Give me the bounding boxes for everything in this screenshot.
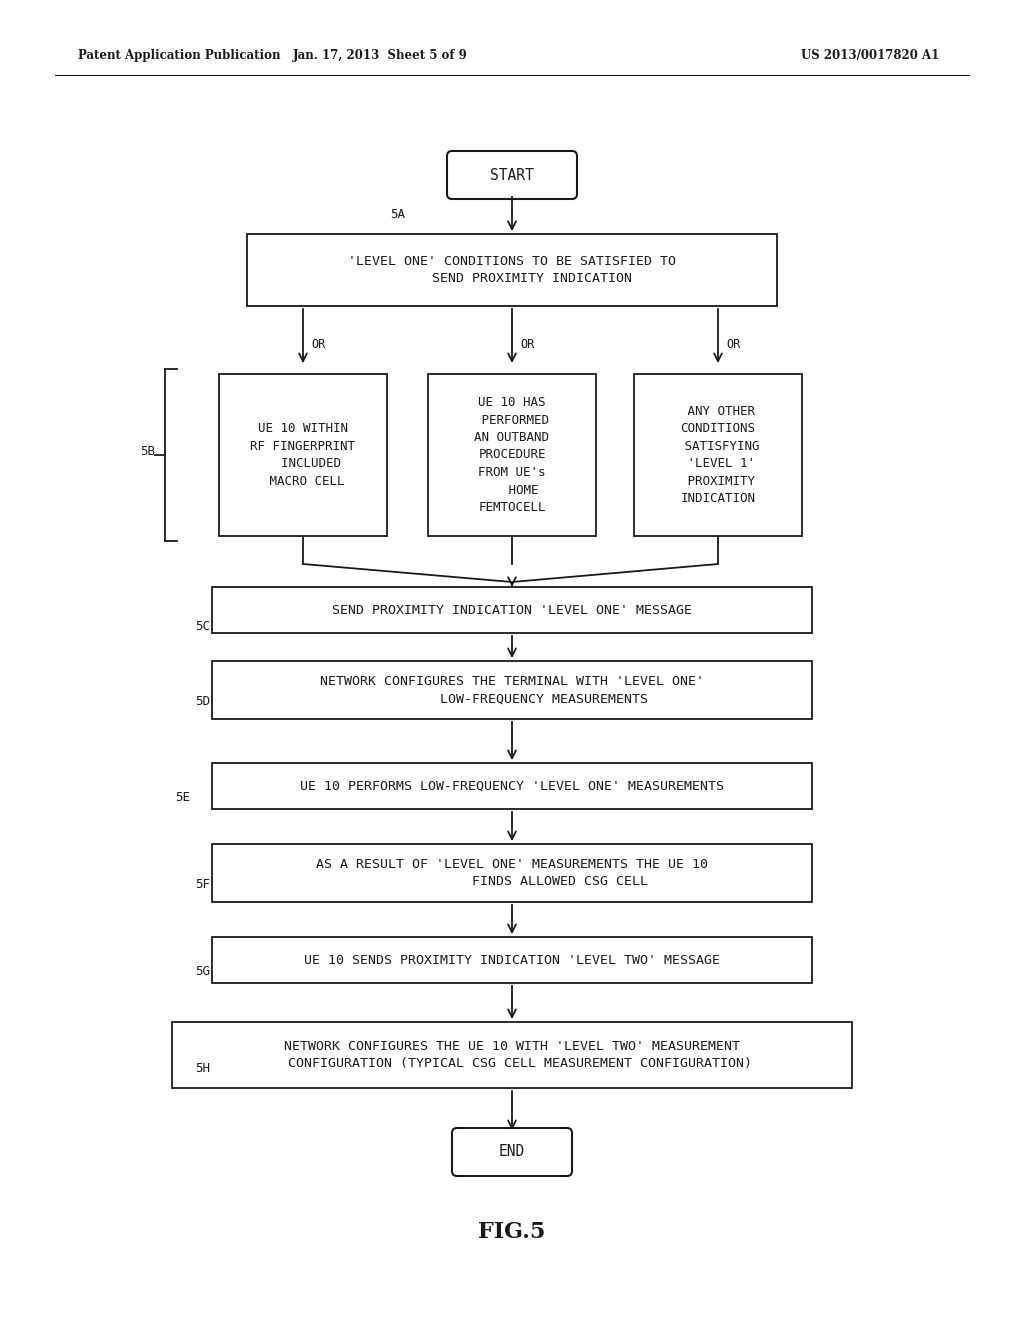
- Text: OR: OR: [726, 338, 740, 351]
- Bar: [634, 374, 802, 536]
- Text: Jan. 17, 2013  Sheet 5 of 9: Jan. 17, 2013 Sheet 5 of 9: [293, 49, 467, 62]
- Text: UE 10 WITHIN
RF FINGERPRINT
  INCLUDED
 MACRO CELL: UE 10 WITHIN RF FINGERPRINT INCLUDED MAC…: [251, 422, 355, 488]
- Text: UE 10 SENDS PROXIMITY INDICATION 'LEVEL TWO' MESSAGE: UE 10 SENDS PROXIMITY INDICATION 'LEVEL …: [304, 953, 720, 966]
- FancyBboxPatch shape: [452, 1129, 572, 1176]
- FancyBboxPatch shape: [447, 150, 577, 199]
- Text: SEND PROXIMITY INDICATION 'LEVEL ONE' MESSAGE: SEND PROXIMITY INDICATION 'LEVEL ONE' ME…: [332, 603, 692, 616]
- Text: OR: OR: [311, 338, 326, 351]
- Text: 5F: 5F: [195, 878, 210, 891]
- Text: 5E: 5E: [175, 791, 190, 804]
- Text: 5G: 5G: [195, 965, 210, 978]
- Bar: [428, 374, 596, 536]
- Bar: [212, 763, 812, 809]
- Bar: [247, 234, 777, 306]
- Text: US 2013/0017820 A1: US 2013/0017820 A1: [801, 49, 939, 62]
- Bar: [212, 587, 812, 634]
- Text: Patent Application Publication: Patent Application Publication: [78, 49, 281, 62]
- Bar: [219, 374, 387, 536]
- Text: 5A: 5A: [390, 209, 406, 220]
- Text: AS A RESULT OF 'LEVEL ONE' MEASUREMENTS THE UE 10
            FINDS ALLOWED CSG : AS A RESULT OF 'LEVEL ONE' MEASUREMENTS …: [316, 858, 708, 888]
- Text: ANY OTHER
CONDITIONS
 SATISFYING
 'LEVEL 1'
 PROXIMITY
INDICATION: ANY OTHER CONDITIONS SATISFYING 'LEVEL 1…: [677, 405, 759, 506]
- Text: NETWORK CONFIGURES THE TERMINAL WITH 'LEVEL ONE'
        LOW-FREQUENCY MEASUREME: NETWORK CONFIGURES THE TERMINAL WITH 'LE…: [319, 675, 705, 705]
- Text: 5D: 5D: [195, 696, 210, 708]
- Text: UE 10 HAS
 PERFORMED
AN OUTBAND
PROCEDURE
FROM UE's
   HOME
FEMTOCELL: UE 10 HAS PERFORMED AN OUTBAND PROCEDURE…: [474, 396, 550, 513]
- Text: 5B: 5B: [140, 445, 155, 458]
- Text: START: START: [490, 168, 534, 182]
- Bar: [212, 843, 812, 902]
- Bar: [212, 937, 812, 983]
- Text: FIG.5: FIG.5: [478, 1221, 546, 1243]
- Text: 'LEVEL ONE' CONDITIONS TO BE SATISFIED TO
     SEND PROXIMITY INDICATION: 'LEVEL ONE' CONDITIONS TO BE SATISFIED T…: [348, 255, 676, 285]
- Text: END: END: [499, 1144, 525, 1159]
- Text: OR: OR: [520, 338, 535, 351]
- Text: 5C: 5C: [195, 620, 210, 634]
- Text: UE 10 PERFORMS LOW-FREQUENCY 'LEVEL ONE' MEASUREMENTS: UE 10 PERFORMS LOW-FREQUENCY 'LEVEL ONE'…: [300, 780, 724, 792]
- Text: NETWORK CONFIGURES THE UE 10 WITH 'LEVEL TWO' MEASUREMENT
  CONFIGURATION (TYPIC: NETWORK CONFIGURES THE UE 10 WITH 'LEVEL…: [272, 1040, 752, 1071]
- Text: 5H: 5H: [195, 1063, 210, 1074]
- Bar: [172, 1022, 852, 1088]
- Bar: [212, 661, 812, 719]
